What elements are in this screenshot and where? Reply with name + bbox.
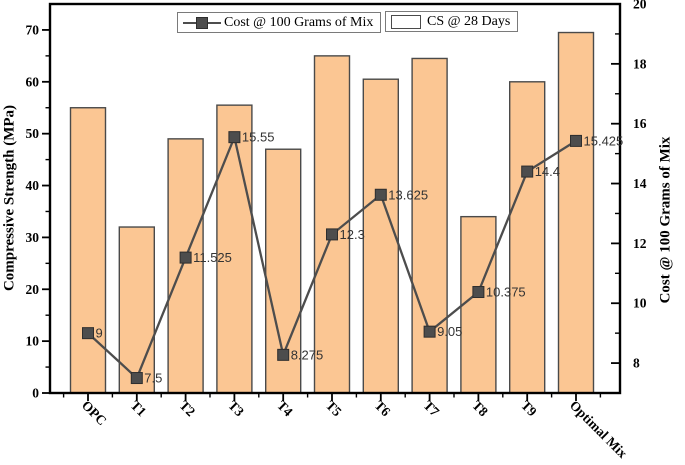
bar-T9	[509, 81, 546, 394]
cost-point-T6	[374, 188, 387, 201]
cost-value-label-T3: 15.55	[242, 130, 275, 145]
x-label-T7: T7	[420, 398, 442, 420]
left-tick-label: 10	[26, 334, 40, 349]
cost-point-T7	[423, 325, 436, 338]
cost-point-T5	[326, 228, 338, 241]
right-tick-label: 16	[633, 116, 647, 131]
cost-value-label-Optimal Mix: 15.425	[584, 133, 624, 148]
cost-point-T4	[277, 348, 290, 361]
legend-cs-bar: CS @ 28 Days	[385, 11, 519, 32]
right-axis-title: Cost @ 100 Grams of Mix	[657, 136, 674, 304]
cost-point-Optimal Mix	[570, 134, 582, 147]
right-tick-label: 10	[633, 296, 647, 311]
bar-Optimal Mix	[557, 31, 595, 394]
x-label-T8: T8	[469, 398, 491, 420]
cost-value-label-T9: 14.4	[535, 164, 560, 179]
x-label-T6: T6	[372, 398, 394, 420]
right-tick-label: 12	[633, 236, 647, 251]
x-label-T4: T4	[274, 398, 296, 420]
bar-T8	[460, 215, 497, 394]
cost-value-label-T1: 7.5	[144, 371, 162, 386]
legend-cs-label: CS @ 28 Days	[427, 13, 511, 29]
cost-point-T9	[521, 165, 534, 178]
bar-swatch-icon	[391, 14, 421, 29]
cost-value-label-T8: 10.375	[486, 285, 526, 300]
left-tick-label: 30	[26, 230, 40, 245]
x-label-T5: T5	[323, 398, 345, 420]
cost-point-T8	[472, 286, 485, 299]
x-label-T9: T9	[518, 398, 540, 420]
x-label-T1: T1	[128, 398, 150, 420]
x-label-T2: T2	[176, 398, 198, 420]
left-tick-label: 50	[26, 126, 40, 141]
bar-T7	[411, 57, 448, 394]
bar-T3	[216, 104, 253, 394]
bar-OPC	[69, 107, 107, 394]
x-label-OPC: OPC	[79, 398, 110, 429]
cost-point-T2	[179, 251, 192, 264]
legend-cost-line: Cost @ 100 Grams of Mix	[177, 12, 382, 33]
cost-value-label-T2: 11.525	[193, 250, 232, 265]
legend-cost-label: Cost @ 100 Grams of Mix	[224, 14, 374, 30]
x-label-T3: T3	[225, 398, 247, 420]
bar-T1	[118, 226, 156, 394]
cost-point-OPC	[82, 327, 94, 340]
x-label-Optimal-Mix: Optimal Mix	[567, 398, 631, 462]
cost-value-label-T6: 13.625	[388, 187, 428, 202]
right-tick-label: 18	[633, 56, 647, 71]
left-axis-title: Compressive Strength (MPa)	[1, 104, 18, 292]
plot-frame	[48, 2, 622, 395]
left-tick-label: 70	[26, 22, 40, 37]
cost-value-label-T7: 9.05	[437, 324, 462, 339]
cost-point-T1	[130, 372, 143, 385]
left-tick-label: 40	[26, 178, 40, 193]
bar-T6	[362, 78, 399, 394]
cost-point-T3	[228, 131, 241, 144]
legend-square-marker-icon	[196, 16, 208, 29]
left-tick-label: 0	[32, 386, 39, 401]
left-tick-label: 60	[26, 74, 40, 89]
right-tick-label: 20	[633, 0, 647, 12]
right-tick-label: 8	[633, 356, 640, 371]
left-tick-label: 20	[26, 282, 40, 297]
cost-value-label-OPC: 9	[96, 326, 103, 341]
bar-T2	[167, 138, 204, 394]
line-marker-symbol	[183, 16, 221, 30]
right-tick-label: 14	[633, 176, 647, 191]
cost-value-label-T4: 8.275	[291, 347, 324, 362]
cost-value-label-T5: 12.3	[340, 227, 365, 242]
